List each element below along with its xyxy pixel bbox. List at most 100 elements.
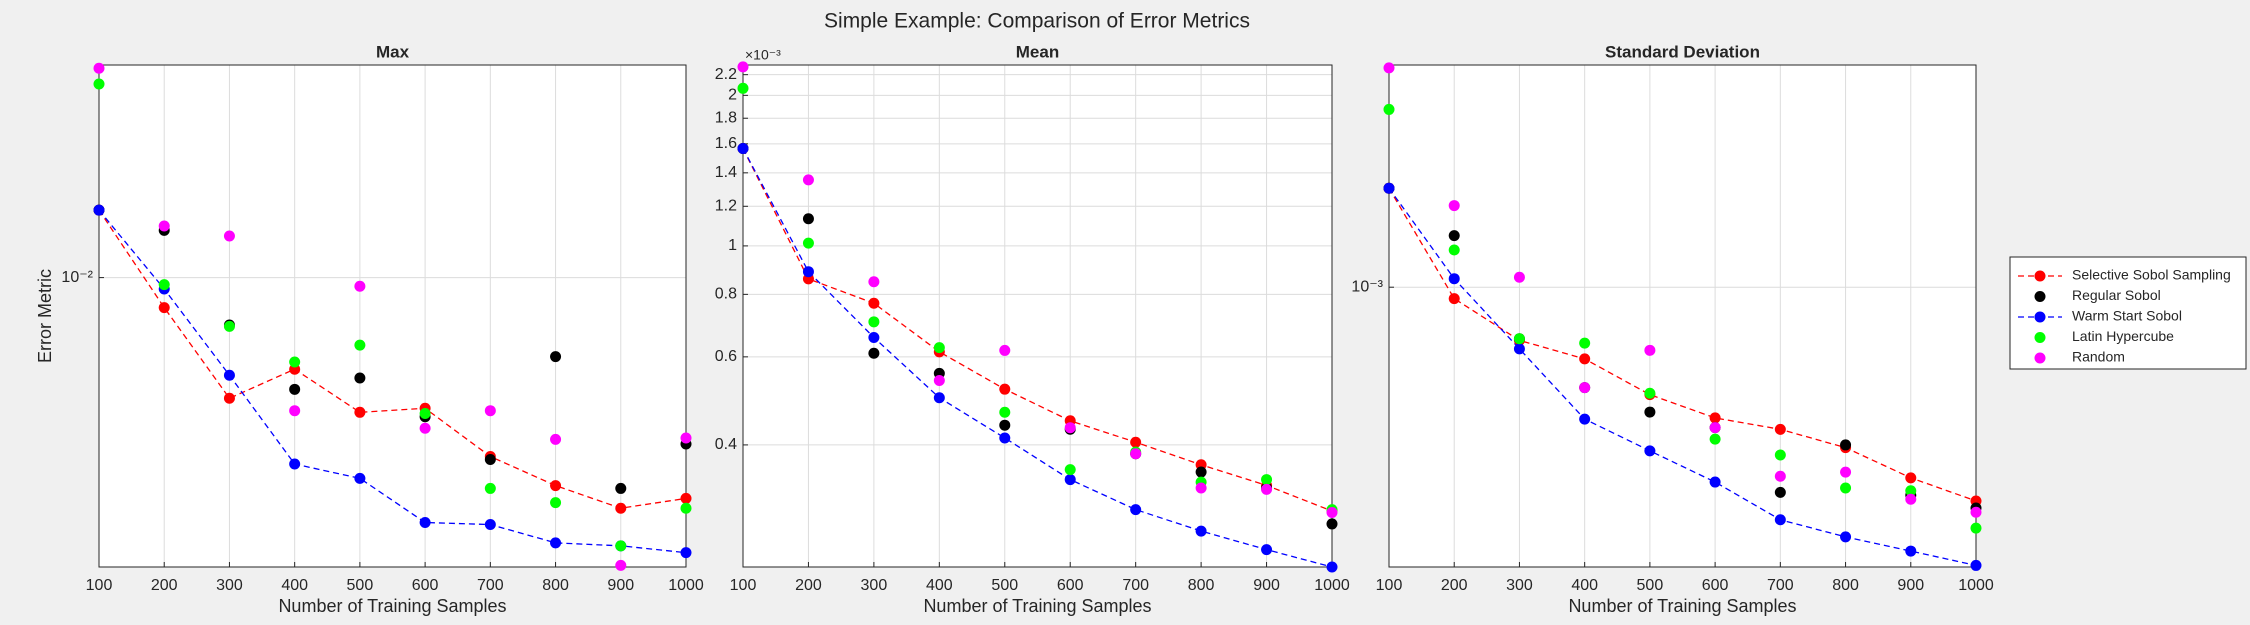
data-point [1513,333,1525,345]
x-tick-label: 200 [1441,577,1468,594]
data-point [1579,337,1591,349]
data-point [802,174,814,186]
y-tick-label: 1.6 [715,135,737,152]
data-point [1448,230,1460,242]
data-point [1644,406,1656,418]
plot-area [1388,64,1977,568]
data-point [158,220,170,232]
x-axis-label: Number of Training Samples [1568,596,1796,616]
x-tick-label: 200 [795,577,822,594]
y-axis-label: Error Metric [35,269,55,363]
data-point [1709,422,1721,434]
y-tick-label: 1.2 [715,198,737,215]
data-point [1709,412,1721,424]
data-point [223,369,235,381]
figure-title: Simple Example: Comparison of Error Metr… [824,10,1250,33]
data-point [1905,545,1917,557]
x-tick-label: 600 [1057,577,1084,594]
y-tick-label: 0.6 [715,348,737,365]
data-point [93,62,105,74]
y-tick-label: 2 [728,87,737,104]
y-tick-label: 0.4 [715,436,737,453]
data-point [1130,504,1142,516]
legend-label: Selective Sobol Sampling [2072,267,2231,283]
data-point [1840,482,1852,494]
series-line [742,148,1333,512]
data-point [289,405,301,417]
series-line [98,209,687,509]
y-tick-label: 1.8 [715,109,737,126]
data-point [93,204,105,216]
data-point [999,344,1011,356]
x-tick-label: 500 [347,577,374,594]
series-line [98,209,687,554]
x-axis-label: Number of Training Samples [278,596,506,616]
series-line [1388,187,1977,502]
data-point [1448,244,1460,256]
data-point [1644,344,1656,356]
data-point [484,405,496,417]
data-point [615,540,627,552]
data-point [1448,200,1460,212]
data-point [1261,544,1273,556]
data-point [999,432,1011,444]
legend-label: Warm Start Sobol [2072,308,2182,324]
data-point [1383,182,1395,194]
data-point [419,516,431,528]
data-point [1383,103,1395,115]
data-point [1905,472,1917,484]
x-tick-label: 900 [607,577,634,594]
data-point [223,392,235,404]
legend-marker [2034,352,2046,364]
data-point [1579,413,1591,425]
x-tick-label: 1000 [1314,577,1350,594]
data-point [1709,476,1721,488]
x-tick-label: 400 [1571,577,1598,594]
data-point [1970,559,1982,571]
data-point [1326,561,1338,573]
x-tick-label: 600 [1702,577,1729,594]
data-point [680,502,692,514]
data-point [1840,439,1852,451]
x-tick-label: 700 [1122,577,1149,594]
data-point [354,280,366,292]
data-point [1774,423,1786,435]
plot-area [742,64,1333,568]
data-point [1513,343,1525,355]
legend-marker [2034,291,2046,302]
x-tick-label: 100 [1376,577,1403,594]
x-tick-label: 300 [216,577,243,594]
data-point [354,372,366,384]
data-point [1064,464,1076,476]
data-point [550,351,562,363]
data-point [933,375,945,387]
series-line [742,148,1333,568]
data-point [1709,433,1721,445]
data-point [802,213,814,225]
x-tick-label: 800 [1832,577,1859,594]
data-point [158,302,170,314]
data-point [1579,353,1591,365]
x-tick-label: 800 [542,577,569,594]
data-point [419,408,431,420]
data-point [1448,273,1460,285]
plot-border [98,64,687,568]
data-point [158,279,170,291]
data-point [1064,474,1076,486]
data-point [1130,448,1142,460]
y-tick-label: 2.2 [715,66,737,83]
data-point [1448,293,1460,305]
legend-marker [2034,311,2046,323]
data-point [680,547,692,559]
data-point [1261,483,1273,495]
y-tick-label: 10⁻² [61,269,93,286]
y-tick-label: 10⁻³ [1351,278,1383,295]
data-point [999,383,1011,395]
data-point [1326,518,1338,530]
legend-marker [2034,270,2046,282]
data-point [484,453,496,465]
data-point [1840,466,1852,478]
data-point [737,142,749,154]
data-point [1970,506,1982,518]
data-point [289,383,301,395]
